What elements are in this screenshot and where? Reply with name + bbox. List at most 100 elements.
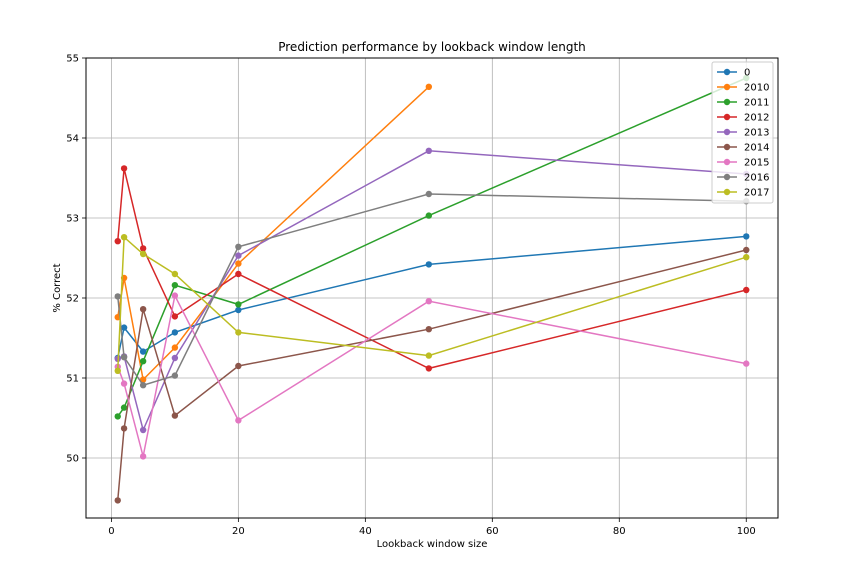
series-0-point — [139, 348, 147, 355]
series-group — [114, 74, 750, 504]
series-2015-point — [235, 417, 242, 424]
series-0-point — [235, 306, 242, 314]
legend-marker — [723, 143, 731, 151]
y-tick-label: 53 — [66, 214, 79, 225]
series-2011-point — [171, 282, 179, 289]
legend-marker — [723, 113, 731, 121]
series-2011-point — [120, 404, 128, 411]
series-2016-point — [114, 293, 121, 300]
series-2015-point — [425, 298, 433, 305]
series-2017-point — [171, 270, 179, 278]
legend-marker — [723, 158, 731, 166]
series-2011-point — [139, 358, 147, 365]
series-0-point — [425, 261, 433, 268]
legend-item: 0 — [717, 68, 750, 79]
legend-label: 2014 — [744, 143, 769, 154]
series-2014-point — [425, 326, 433, 333]
series-2014-point — [171, 412, 179, 419]
series-2016 — [114, 190, 750, 389]
series-0-point — [743, 233, 750, 240]
series-2015-point — [743, 360, 750, 367]
series-2013-point — [171, 354, 179, 362]
series-2014-point — [114, 497, 121, 504]
legend-label: 2012 — [744, 113, 769, 124]
x-tick-label: 60 — [486, 526, 499, 537]
x-axis-label: Lookback window size — [377, 539, 488, 550]
legend: 0 2010 2011 2012 2013 2014 2015 2016 2017 — [711, 61, 774, 204]
legend-box — [711, 61, 774, 204]
legend-marker — [723, 173, 731, 181]
x-tick-label: 40 — [359, 526, 372, 537]
series-2012-point — [171, 313, 179, 320]
axis-ticks: 0 20 40 60 80 100 50 51 52 53 54 55 — [66, 54, 756, 538]
x-tick-label: 0 — [108, 526, 114, 537]
series-2012-point — [139, 245, 147, 252]
chart-title: Prediction performance by lookback windo… — [278, 40, 586, 54]
legend-marker — [723, 128, 731, 136]
legend-label: 2017 — [744, 188, 769, 199]
series-2012-point — [114, 238, 121, 245]
series-2010-point — [171, 344, 179, 351]
series-2012-point — [235, 270, 242, 278]
series-2017-point — [743, 254, 750, 261]
series-2015-point — [120, 380, 128, 387]
series-2012-point — [120, 165, 128, 172]
legend-label: 2015 — [744, 158, 769, 169]
series-2016-point — [139, 382, 147, 389]
legend-marker — [723, 83, 731, 91]
series-2016-point — [425, 190, 433, 198]
series-2014-point — [139, 306, 147, 313]
legend-label: 2016 — [744, 173, 769, 184]
legend-marker — [723, 188, 731, 196]
legend-label: 2013 — [744, 128, 769, 139]
series-0-point — [120, 324, 128, 331]
series-2014-point — [235, 362, 242, 370]
series-2010-point — [425, 83, 433, 91]
series-2017-point — [425, 352, 433, 359]
legend-item: 2015 — [717, 158, 769, 169]
legend-item: 2017 — [717, 188, 769, 199]
y-tick-label: 50 — [66, 454, 79, 465]
series-2015-point — [139, 453, 147, 460]
series-2012 — [114, 165, 750, 372]
y-tick-label: 52 — [66, 294, 79, 305]
series-2016-point — [171, 372, 179, 379]
series-2016-point — [235, 243, 242, 250]
series-2014 — [114, 246, 750, 504]
series-2013-point — [235, 252, 242, 259]
series-2015-point — [171, 292, 179, 299]
series-2012-point — [425, 365, 433, 372]
legend-item: 2011 — [717, 98, 769, 109]
legend-item: 2012 — [717, 113, 769, 124]
legend-item: 2013 — [717, 128, 769, 139]
legend-label: 2010 — [744, 83, 769, 94]
series-2014-point — [120, 425, 128, 432]
y-tick-label: 51 — [66, 374, 79, 385]
plot-frame — [85, 57, 779, 519]
legend-item: 2010 — [717, 83, 769, 94]
legend-item: 2016 — [717, 173, 769, 184]
series-2013-point — [425, 147, 433, 154]
y-tick-label: 55 — [66, 54, 79, 65]
series-2011-point — [425, 212, 433, 219]
x-tick-label: 80 — [613, 526, 626, 537]
legend-label: 0 — [744, 68, 750, 79]
series-2012-point — [743, 286, 750, 294]
y-tick-label: 54 — [66, 134, 79, 145]
legend-marker — [723, 68, 731, 76]
series-2010-point — [235, 260, 242, 267]
x-tick-label: 20 — [232, 526, 245, 537]
legend-marker — [723, 98, 731, 106]
series-2017-point — [114, 367, 121, 374]
series-2017-point — [139, 250, 147, 258]
series-0-point — [171, 329, 179, 336]
legend-label: 2011 — [744, 98, 769, 109]
series-2010-point — [139, 376, 147, 383]
series-2017 — [114, 234, 750, 374]
series-2017-point — [120, 234, 128, 241]
series-2017-point — [235, 329, 242, 336]
series-2016-point — [120, 354, 128, 361]
series-2014-point — [743, 246, 750, 254]
